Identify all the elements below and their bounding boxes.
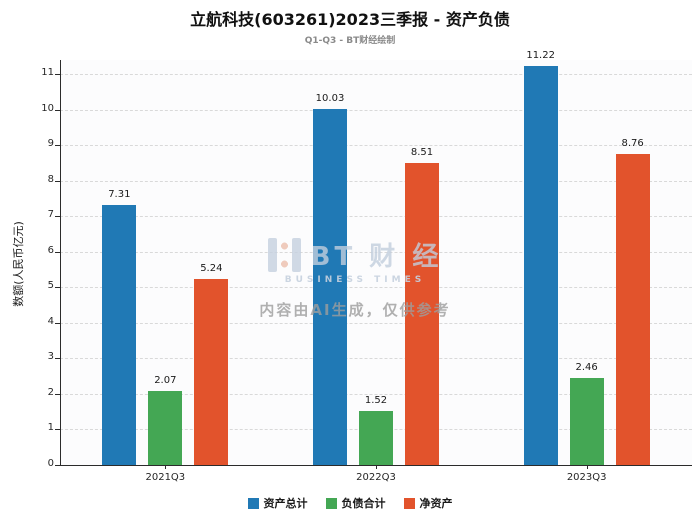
x-axis-line <box>60 465 692 466</box>
y-tick-label: 5 <box>47 280 54 292</box>
chart-title: 立航科技(603261)2023三季报 - 资产负债 <box>190 10 510 29</box>
y-tick-mark <box>55 74 60 76</box>
value-label: 8.51 <box>410 146 434 158</box>
legend-label: 净资产 <box>419 497 453 510</box>
gridline <box>60 358 692 360</box>
y-tick-label: 10 <box>41 102 54 114</box>
x-tick-label: 2021Q3 <box>145 472 186 483</box>
y-tick-mark <box>55 465 60 466</box>
y-tick-label: 8 <box>47 173 54 185</box>
gridline <box>60 251 692 253</box>
x-tick-mark <box>586 465 588 469</box>
gridline <box>60 109 692 111</box>
y-tick-mark <box>55 393 60 395</box>
x-tick-mark <box>165 465 167 469</box>
legend-item: 净资产 <box>403 495 453 511</box>
y-tick-label: 7 <box>47 209 54 221</box>
y-tick-mark <box>55 109 60 111</box>
value-label: 5.24 <box>200 262 223 274</box>
y-tick-mark <box>55 358 60 360</box>
bar <box>569 377 604 465</box>
y-tick-label: 4 <box>47 315 54 327</box>
y-tick-label: 3 <box>47 351 54 363</box>
gridline <box>60 180 692 182</box>
value-label: 2.07 <box>154 375 177 387</box>
gridline <box>60 216 692 218</box>
bar <box>523 66 558 465</box>
gridline <box>60 287 692 289</box>
bar <box>194 278 229 465</box>
y-tick-mark <box>55 216 60 218</box>
bar <box>359 411 393 465</box>
legend-label: 负债合计 <box>341 497 386 510</box>
legend-item: 负债合计 <box>325 495 386 511</box>
gridline <box>60 145 692 147</box>
value-label: 11.22 <box>526 50 555 62</box>
legend-label: 资产总计 <box>263 497 308 510</box>
value-label: 7.31 <box>108 189 131 201</box>
bar <box>615 153 650 465</box>
y-tick-mark <box>55 145 60 147</box>
x-tick-label: 2022Q3 <box>356 472 396 483</box>
y-tick-label: 1 <box>47 422 54 434</box>
x-tick-label: 2023Q3 <box>566 472 607 483</box>
y-axis-label: 数额(人民币亿元) <box>12 221 25 307</box>
legend-item: 资产总计 <box>247 495 308 511</box>
value-label: 2.46 <box>575 361 598 373</box>
value-label: 1.52 <box>364 395 388 406</box>
gridline <box>60 74 692 76</box>
legend-swatch <box>403 497 415 509</box>
bar <box>102 205 137 465</box>
bar <box>405 162 439 465</box>
y-tick-label: 11 <box>41 67 54 79</box>
value-label: 10.03 <box>315 92 345 104</box>
gridline <box>60 393 692 395</box>
y-tick-mark <box>55 180 60 182</box>
legend-swatch <box>247 497 259 509</box>
legend: 资产总计 负债合计 净资产 <box>0 495 700 511</box>
chart-subtitle: Q1-Q3 - BT财经绘制 <box>304 36 396 46</box>
bar <box>148 391 183 465</box>
bar <box>313 108 347 465</box>
y-tick-label: 0 <box>47 458 54 469</box>
x-tick-mark <box>376 465 377 469</box>
gridline <box>60 322 692 324</box>
y-tick-label: 2 <box>47 386 54 398</box>
y-tick-mark <box>55 429 60 431</box>
y-tick-mark <box>55 322 60 324</box>
y-tick-mark <box>55 251 60 253</box>
y-tick-label: 6 <box>47 244 54 256</box>
y-tick-mark <box>55 287 60 289</box>
value-label: 8.76 <box>621 137 644 149</box>
legend-swatch <box>325 497 337 509</box>
y-tick-label: 9 <box>47 138 54 150</box>
y-axis-line <box>60 60 61 465</box>
